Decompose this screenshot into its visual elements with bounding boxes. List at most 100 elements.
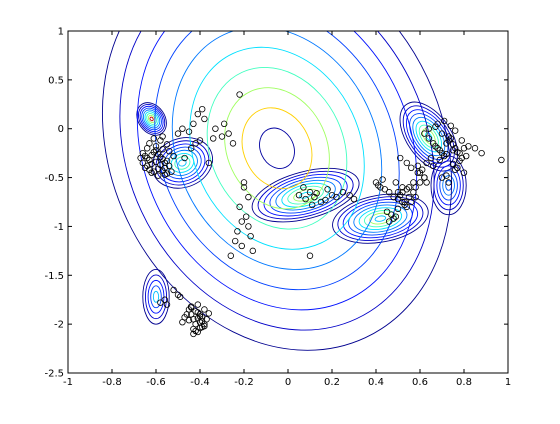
data-point (196, 311, 204, 318)
data-point (443, 172, 450, 179)
contour-line (150, 285, 162, 309)
data-point (194, 315, 201, 322)
data-point (137, 154, 144, 162)
data-point (390, 193, 397, 201)
data-point (247, 232, 254, 240)
contour-line (369, 212, 392, 225)
contour-line (364, 209, 397, 228)
data-point (225, 130, 232, 137)
plot-area (68, 31, 508, 373)
contour-line (442, 175, 455, 196)
data-point (201, 320, 208, 328)
data-point (436, 156, 443, 164)
contour-line (178, 159, 187, 167)
data-point (190, 325, 197, 333)
data-point (460, 169, 468, 176)
data-point (388, 211, 395, 218)
contour-line (151, 137, 213, 189)
data-point (220, 120, 228, 128)
data-point (201, 306, 208, 313)
data-point (445, 179, 452, 186)
data-point (154, 172, 162, 179)
data-point (438, 174, 446, 181)
data-point (390, 215, 397, 222)
data-point (150, 135, 157, 142)
contour-line (412, 116, 446, 157)
data-point (150, 148, 157, 156)
data-point (441, 152, 448, 160)
data-point (157, 137, 164, 144)
data-point (236, 203, 243, 211)
data-point (441, 117, 448, 125)
data-point (205, 159, 212, 167)
x-tick-label: 0.6 (412, 377, 428, 388)
data-point (194, 301, 201, 308)
scatter-points (137, 91, 505, 338)
data-point (143, 154, 151, 162)
data-point (328, 191, 336, 199)
data-point (430, 162, 437, 170)
data-point (414, 162, 421, 170)
data-point (377, 184, 384, 191)
data-point (157, 299, 164, 306)
data-point (236, 91, 243, 98)
data-point (181, 314, 188, 321)
data-point (165, 147, 173, 155)
data-point (227, 252, 234, 259)
data-point (141, 152, 149, 160)
data-point (205, 310, 212, 317)
data-point (498, 156, 505, 164)
data-point (212, 125, 219, 132)
y-tick-label: 0 (58, 124, 64, 135)
data-point (392, 213, 399, 220)
data-point (238, 218, 245, 225)
contour-line (257, 170, 354, 220)
data-point (449, 147, 457, 154)
data-point (423, 159, 430, 167)
x-tick-label: -0.6 (146, 377, 166, 388)
data-point (445, 137, 452, 144)
data-point (249, 247, 256, 255)
contour-line (171, 31, 383, 270)
data-point (201, 115, 208, 123)
contour-line (348, 201, 413, 236)
data-point (168, 168, 175, 175)
data-point (454, 148, 461, 156)
contour-line (142, 109, 161, 129)
data-point (157, 153, 164, 161)
contour-line (439, 170, 458, 201)
data-point (434, 145, 441, 152)
contour-line (142, 268, 170, 325)
contour-line (299, 191, 312, 199)
data-point (163, 301, 171, 308)
data-point (163, 141, 171, 148)
contour-line (136, 31, 418, 311)
data-point (190, 120, 197, 128)
data-point (161, 171, 168, 178)
x-tick-label: 0.4 (368, 377, 384, 388)
data-point (148, 169, 155, 176)
data-point (174, 291, 182, 299)
contour-line (155, 140, 210, 186)
data-point (240, 184, 248, 191)
data-point (194, 110, 201, 118)
data-point (190, 330, 197, 338)
contour-line (337, 196, 424, 241)
y-tick-label: -1 (54, 222, 64, 233)
y-tick-label: -0.5 (44, 173, 64, 184)
data-point (154, 165, 162, 172)
contour-layer (102, 31, 467, 351)
data-point (456, 157, 463, 165)
data-point (141, 164, 149, 171)
data-point (302, 195, 309, 203)
data-point (410, 189, 417, 196)
data-point (187, 304, 195, 311)
x-axis: -1 -0.8 -0.6 -0.4 -0.2 0 0.2 0.4 0.6 0.8 1 (63, 31, 511, 388)
contour-line (263, 173, 348, 217)
data-point (209, 135, 217, 142)
data-point (157, 161, 164, 169)
x-tick-label: -0.2 (234, 377, 254, 388)
data-point (333, 193, 340, 201)
contour-line (224, 87, 330, 210)
data-point (447, 122, 454, 129)
